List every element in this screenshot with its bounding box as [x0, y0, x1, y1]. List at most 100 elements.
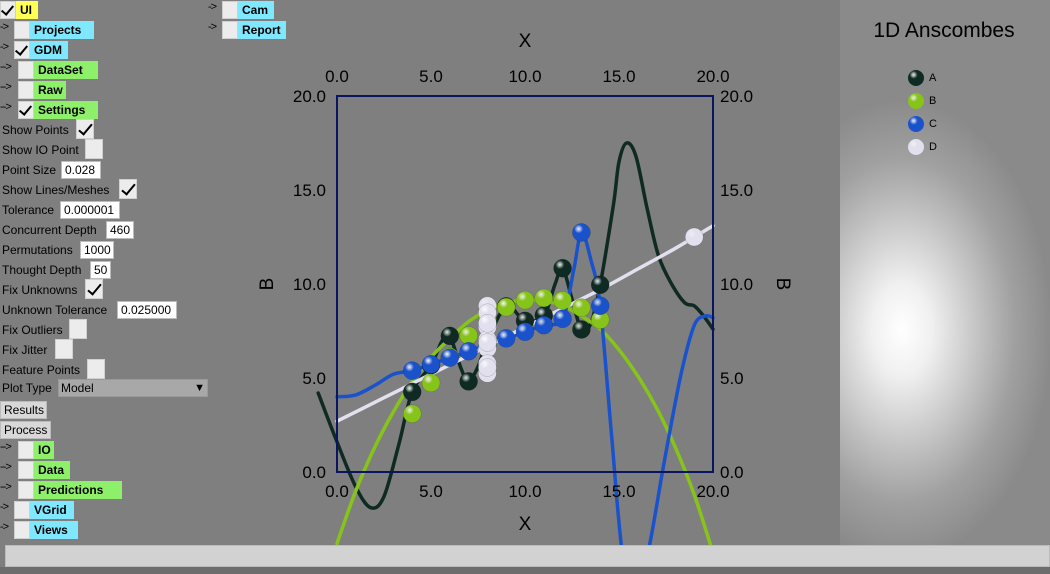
- vgrid-toggle[interactable]: [14, 501, 30, 519]
- show-lines-checkbox[interactable]: [119, 179, 137, 199]
- series-c-point[interactable]: [402, 361, 422, 380]
- x-tick-label-top: 0.0: [325, 67, 349, 86]
- legend-label-c: C: [929, 118, 937, 130]
- show-points-label: Show Points: [2, 123, 69, 137]
- series-c-point[interactable]: [459, 342, 478, 361]
- x-tick-label-bottom: 10.0: [508, 482, 541, 501]
- dataset-toggle[interactable]: [18, 61, 34, 79]
- x-tick-label-bottom: 5.0: [419, 482, 443, 501]
- series-a-point[interactable]: [402, 382, 422, 402]
- arrow-icon: -->: [0, 81, 12, 93]
- viewport-background: [840, 0, 1050, 545]
- unknown-tolerance-label: Unknown Tolerance: [2, 303, 108, 317]
- series-c-point[interactable]: [572, 223, 591, 242]
- point-size-field[interactable]: 0.028: [61, 161, 101, 179]
- series-b-point[interactable]: [515, 290, 535, 310]
- views-toggle[interactable]: [14, 521, 30, 539]
- y-axis-title-left: B: [257, 278, 278, 291]
- series-b-point[interactable]: [553, 291, 572, 310]
- status-bar: [5, 545, 1050, 567]
- fix-jitter-checkbox[interactable]: [55, 339, 73, 359]
- arrow-icon: -->: [0, 101, 12, 113]
- y-tick-label-right: 10.0: [720, 275, 753, 294]
- series-c-point[interactable]: [590, 296, 610, 316]
- feature-points-checkbox[interactable]: [87, 359, 105, 379]
- show-io-point-checkbox[interactable]: [85, 139, 103, 159]
- series-c-point[interactable]: [553, 309, 572, 329]
- views-tab[interactable]: Views: [30, 521, 78, 539]
- projects-toggle[interactable]: [14, 21, 30, 39]
- y-tick-label-left: 5.0: [302, 369, 326, 388]
- series-d-point[interactable]: [478, 314, 497, 333]
- gdm-toggle[interactable]: [14, 41, 30, 59]
- cam-tab[interactable]: Cam: [238, 1, 274, 19]
- feature-points-label: Feature Points: [2, 363, 81, 377]
- tolerance-label: Tolerance: [2, 203, 55, 217]
- arrow-icon: -->: [0, 61, 12, 73]
- plot-type-dropdown[interactable]: Model ▼: [58, 379, 208, 397]
- x-tick-label-top: 20.0: [696, 67, 729, 86]
- series-b-point[interactable]: [534, 288, 554, 308]
- series-c-point[interactable]: [496, 329, 516, 348]
- show-points-checkbox[interactable]: [76, 119, 94, 139]
- legend-marker-b: [908, 93, 924, 109]
- settings-toggle[interactable]: [18, 101, 34, 119]
- fix-jitter-label: Fix Jitter: [2, 343, 48, 357]
- arrow-icon: ->: [0, 21, 9, 33]
- predictions-toggle[interactable]: [18, 481, 34, 499]
- ui-toggle[interactable]: [0, 1, 16, 19]
- thought-depth-field[interactable]: 50: [90, 261, 111, 279]
- report-toggle[interactable]: [222, 21, 238, 39]
- vgrid-tab[interactable]: VGrid: [30, 501, 74, 519]
- unknown-tolerance-field[interactable]: 0.025000: [117, 301, 177, 319]
- tolerance-field[interactable]: 0.000001: [60, 201, 120, 219]
- series-a-point[interactable]: [553, 258, 572, 278]
- x-tick-label-bottom: 15.0: [602, 482, 635, 501]
- results-button[interactable]: Results: [0, 401, 47, 419]
- x-tick-label-bottom: 20.0: [696, 482, 729, 501]
- chart-canvas[interactable]: 0.0 0.0 5.0 5.0 10.0 10.0 15.0 15.0 20.0 20.0 0.0 0…: [0, 0, 1050, 545]
- concurrent-depth-field[interactable]: 460: [106, 221, 134, 239]
- report-tab[interactable]: Report: [238, 21, 286, 39]
- y-tick-label-left: 15.0: [293, 181, 326, 200]
- dataset-tab[interactable]: DataSet: [34, 61, 98, 79]
- series-d-point[interactable]: [478, 333, 497, 352]
- y-tick-label-right: 5.0: [720, 369, 744, 388]
- series-d-point[interactable]: [478, 358, 497, 377]
- process-button[interactable]: Process: [0, 421, 51, 439]
- series-a-point[interactable]: [590, 275, 610, 295]
- arrow-icon: -->: [0, 481, 12, 493]
- data-tab[interactable]: Data: [34, 461, 70, 479]
- permutations-field[interactable]: 1000: [80, 241, 114, 259]
- y-tick-label-left: 20.0: [293, 87, 326, 106]
- series-a-point[interactable]: [440, 326, 460, 346]
- series-d-point[interactable]: [684, 227, 704, 247]
- projects-tab[interactable]: Projects: [30, 21, 94, 39]
- raw-toggle[interactable]: [18, 81, 34, 99]
- series-b-point[interactable]: [459, 326, 478, 345]
- series-b-point[interactable]: [496, 297, 516, 317]
- raw-tab[interactable]: Raw: [34, 81, 66, 99]
- fix-unknowns-checkbox[interactable]: [85, 279, 103, 299]
- series-b-point[interactable]: [402, 404, 422, 423]
- series-c-point[interactable]: [534, 315, 554, 335]
- series-c-point[interactable]: [421, 355, 441, 374]
- io-tab[interactable]: IO: [34, 441, 54, 459]
- series-c-point[interactable]: [440, 348, 460, 367]
- gdm-tab[interactable]: GDM: [30, 41, 68, 59]
- x-tick-label-bottom: 0.0: [325, 482, 349, 501]
- settings-tab[interactable]: Settings: [34, 101, 98, 119]
- io-toggle[interactable]: [18, 441, 34, 459]
- thought-depth-label: Thought Depth: [2, 263, 82, 277]
- series-a-point[interactable]: [459, 372, 478, 391]
- x-axis-title-top: X: [519, 31, 532, 52]
- fix-outliers-checkbox[interactable]: [69, 319, 87, 339]
- ui-tab[interactable]: UI: [16, 1, 38, 19]
- series-b-point[interactable]: [572, 298, 591, 317]
- predictions-tab[interactable]: Predictions: [34, 481, 122, 499]
- series-b-point[interactable]: [421, 373, 441, 393]
- cam-toggle[interactable]: [222, 1, 238, 19]
- series-a-point[interactable]: [572, 320, 591, 339]
- data-toggle[interactable]: [18, 461, 34, 479]
- series-c-point[interactable]: [515, 322, 535, 342]
